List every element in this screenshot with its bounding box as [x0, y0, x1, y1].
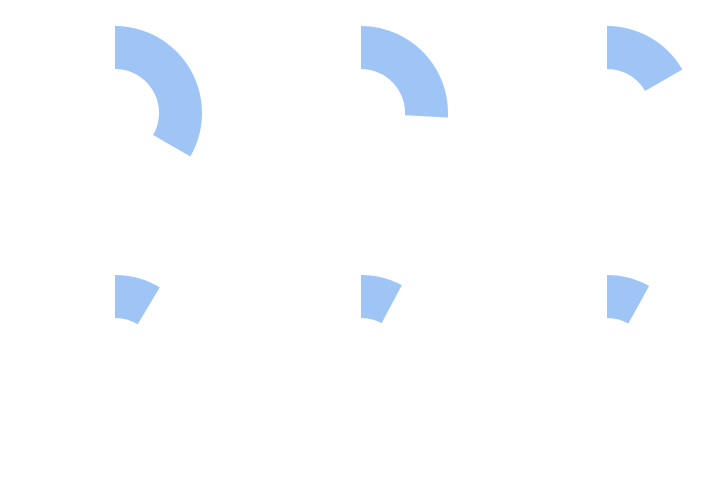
- radial-bar: [361, 26, 448, 118]
- radial-bar: [607, 275, 650, 324]
- radial-bar: [361, 275, 402, 324]
- radial-bar: [115, 26, 202, 157]
- radial-bar: [607, 26, 683, 91]
- radial-bar: [115, 275, 160, 325]
